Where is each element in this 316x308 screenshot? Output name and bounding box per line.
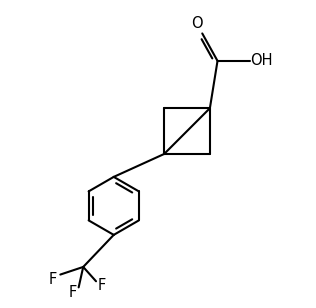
Text: O: O [191, 16, 203, 31]
Text: F: F [97, 278, 106, 293]
Text: F: F [49, 272, 57, 287]
Text: F: F [68, 286, 77, 300]
Text: OH: OH [251, 53, 273, 68]
